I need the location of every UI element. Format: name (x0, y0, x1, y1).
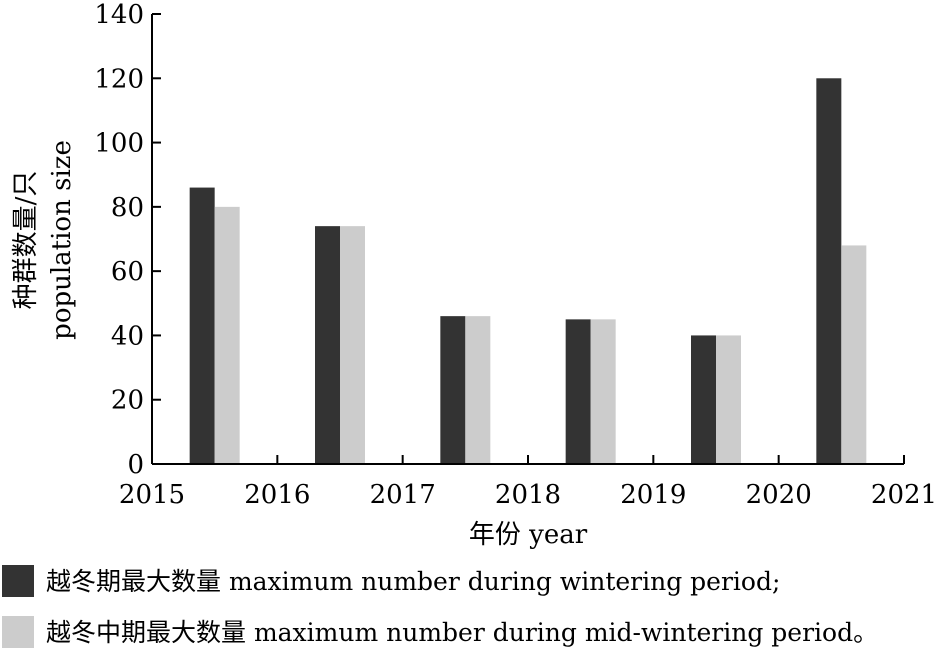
x-axis-title: 年份 year (469, 520, 588, 550)
legend-swatch (2, 565, 34, 597)
y-tick-label: 40 (111, 321, 144, 351)
bar-2020-series-2 (841, 245, 867, 464)
x-tick-label: 2017 (370, 480, 436, 510)
legend-swatch (2, 616, 34, 648)
bar-2019-series-2 (716, 335, 741, 464)
bar-2019-series-1 (691, 335, 716, 464)
legend-label: 越冬期最大数量 maximum number during wintering … (46, 567, 780, 596)
y-tick-label: 20 (111, 386, 144, 416)
bar-2016-series-1 (315, 226, 340, 464)
legend-label: 越冬中期最大数量 maximum number during mid-winte… (46, 618, 878, 647)
y-tick-label: 120 (94, 64, 144, 94)
x-tick-label: 2020 (746, 480, 812, 510)
y-tick-label: 100 (94, 129, 144, 159)
bar-2020-series-1 (816, 78, 842, 465)
x-tick-label: 2021 (871, 480, 937, 510)
x-tick-label: 2019 (620, 480, 686, 510)
x-tick-label: 2015 (119, 480, 185, 510)
x-tick-label: 2016 (244, 480, 310, 510)
y-tick-label: 60 (111, 257, 144, 287)
x-tick-label: 2018 (495, 480, 561, 510)
bar-2015-series-2 (214, 206, 240, 464)
y-axis-title: 种群数量/只 population size (11, 140, 77, 340)
bar-2017-series-1 (440, 316, 466, 464)
axes-group (151, 14, 904, 465)
x-ticks-group: 2015 2016 2017 2018 2019 2020 2021 (119, 455, 937, 510)
y-tick-label: 140 (94, 0, 144, 30)
bar-2016-series-2 (340, 226, 365, 464)
bar-2015-series-1 (189, 187, 215, 465)
bar-2018-series-2 (590, 319, 616, 464)
y-axis-title-line2: population size (47, 140, 77, 340)
y-tick-label: 80 (111, 193, 144, 223)
bar-2018-series-1 (565, 319, 591, 464)
y-ticks-group: 0 20 40 60 80 100 120 140 (94, 0, 161, 480)
y-axis-title-line1: 种群数量/只 (11, 171, 41, 310)
legend: 越冬期最大数量 maximum number during wintering … (2, 565, 878, 648)
bars-group (189, 78, 867, 465)
bar-2017-series-2 (465, 316, 491, 464)
y-tick-label: 0 (127, 450, 144, 480)
